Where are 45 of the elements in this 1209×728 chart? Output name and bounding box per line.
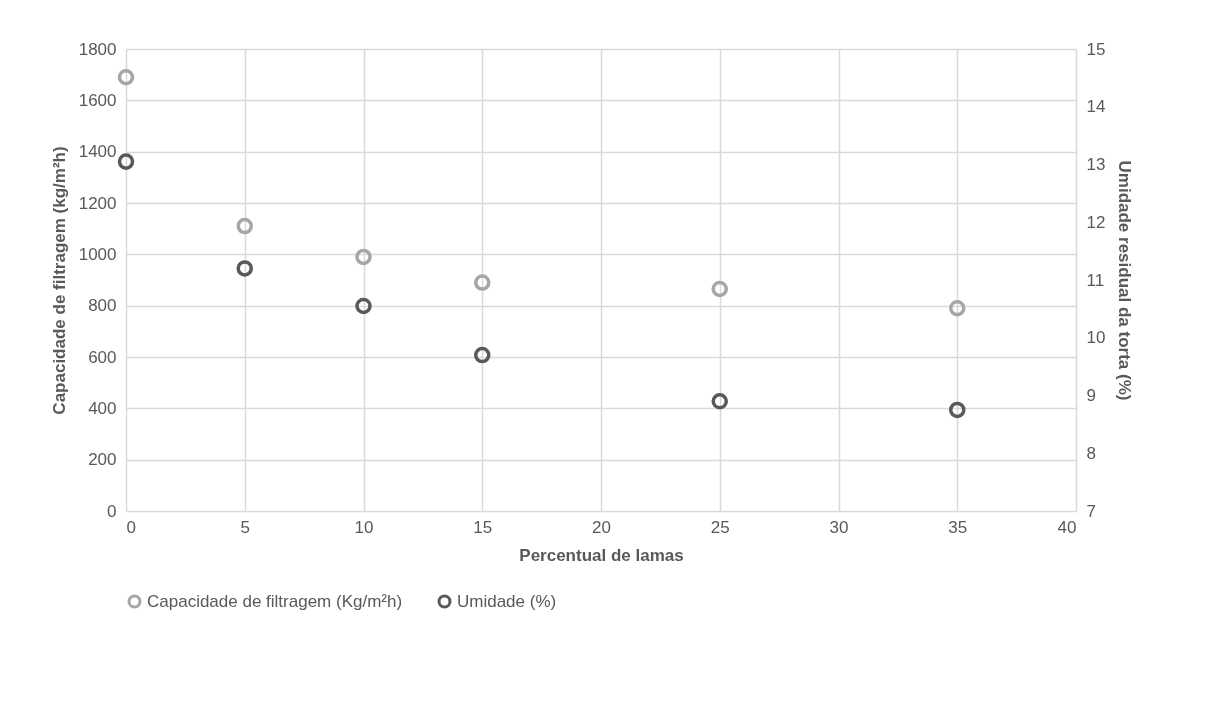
point (948, 401, 966, 419)
y2-tick-label: 14 (1086, 97, 1106, 117)
y2-tick-label: 11 (1086, 270, 1105, 290)
y2-tick-label: 9 (1086, 386, 1096, 405)
y2-tick-label: 15 (1086, 39, 1106, 59)
point (236, 260, 254, 277)
x-tick-label: 0 (126, 517, 136, 537)
x-tick-label: 25 (710, 517, 730, 537)
y2-tick-label: 12 (1086, 212, 1106, 232)
x-tick-label: 40 (1057, 517, 1077, 537)
x-tick-label: 10 (354, 517, 374, 537)
y-tick-label: 0 (107, 501, 117, 521)
y2-tick-label: 8 (1086, 443, 1096, 463)
point (948, 299, 966, 317)
x-tick-label: 35 (948, 517, 968, 537)
point (117, 153, 135, 170)
x-tick-label: 20 (592, 517, 611, 537)
point (355, 248, 372, 266)
y2-tick-label: 7 (1086, 501, 1096, 521)
y2-tick-label: 13 (1086, 155, 1106, 174)
point (711, 280, 729, 298)
y-tick-label: 1000 (78, 244, 117, 264)
point (473, 274, 491, 291)
y2-axis-title: Umidade residual da torta (%) (1115, 160, 1135, 401)
point (473, 346, 491, 364)
legend-label: Capacidade de filtragem (Kg/m²h) (147, 591, 403, 611)
x-tick-label: 30 (829, 517, 849, 537)
point (117, 68, 135, 86)
x-tick-label: 15 (473, 517, 493, 537)
point (711, 393, 729, 410)
y-axis-title: Capacidade de filtragem (kg/m²h) (49, 146, 69, 415)
y2-tick-label: 10 (1086, 328, 1106, 348)
point (236, 217, 254, 235)
y-tick-label: 1800 (78, 39, 117, 59)
y-tick-label: 600 (88, 347, 117, 367)
point (355, 297, 372, 315)
y-tick-label: 400 (88, 398, 117, 418)
y-tick-label: 1200 (78, 193, 117, 213)
y-tick-label: 800 (88, 296, 117, 316)
x-tick-label: 5 (240, 517, 250, 537)
x-axis-title: Percentual de lamas (519, 545, 684, 565)
y-tick-label: 200 (88, 450, 117, 470)
y-tick-label: 1400 (78, 142, 117, 162)
legend-label: Umidade (%) (457, 591, 557, 611)
y-tick-label: 1600 (78, 90, 117, 110)
